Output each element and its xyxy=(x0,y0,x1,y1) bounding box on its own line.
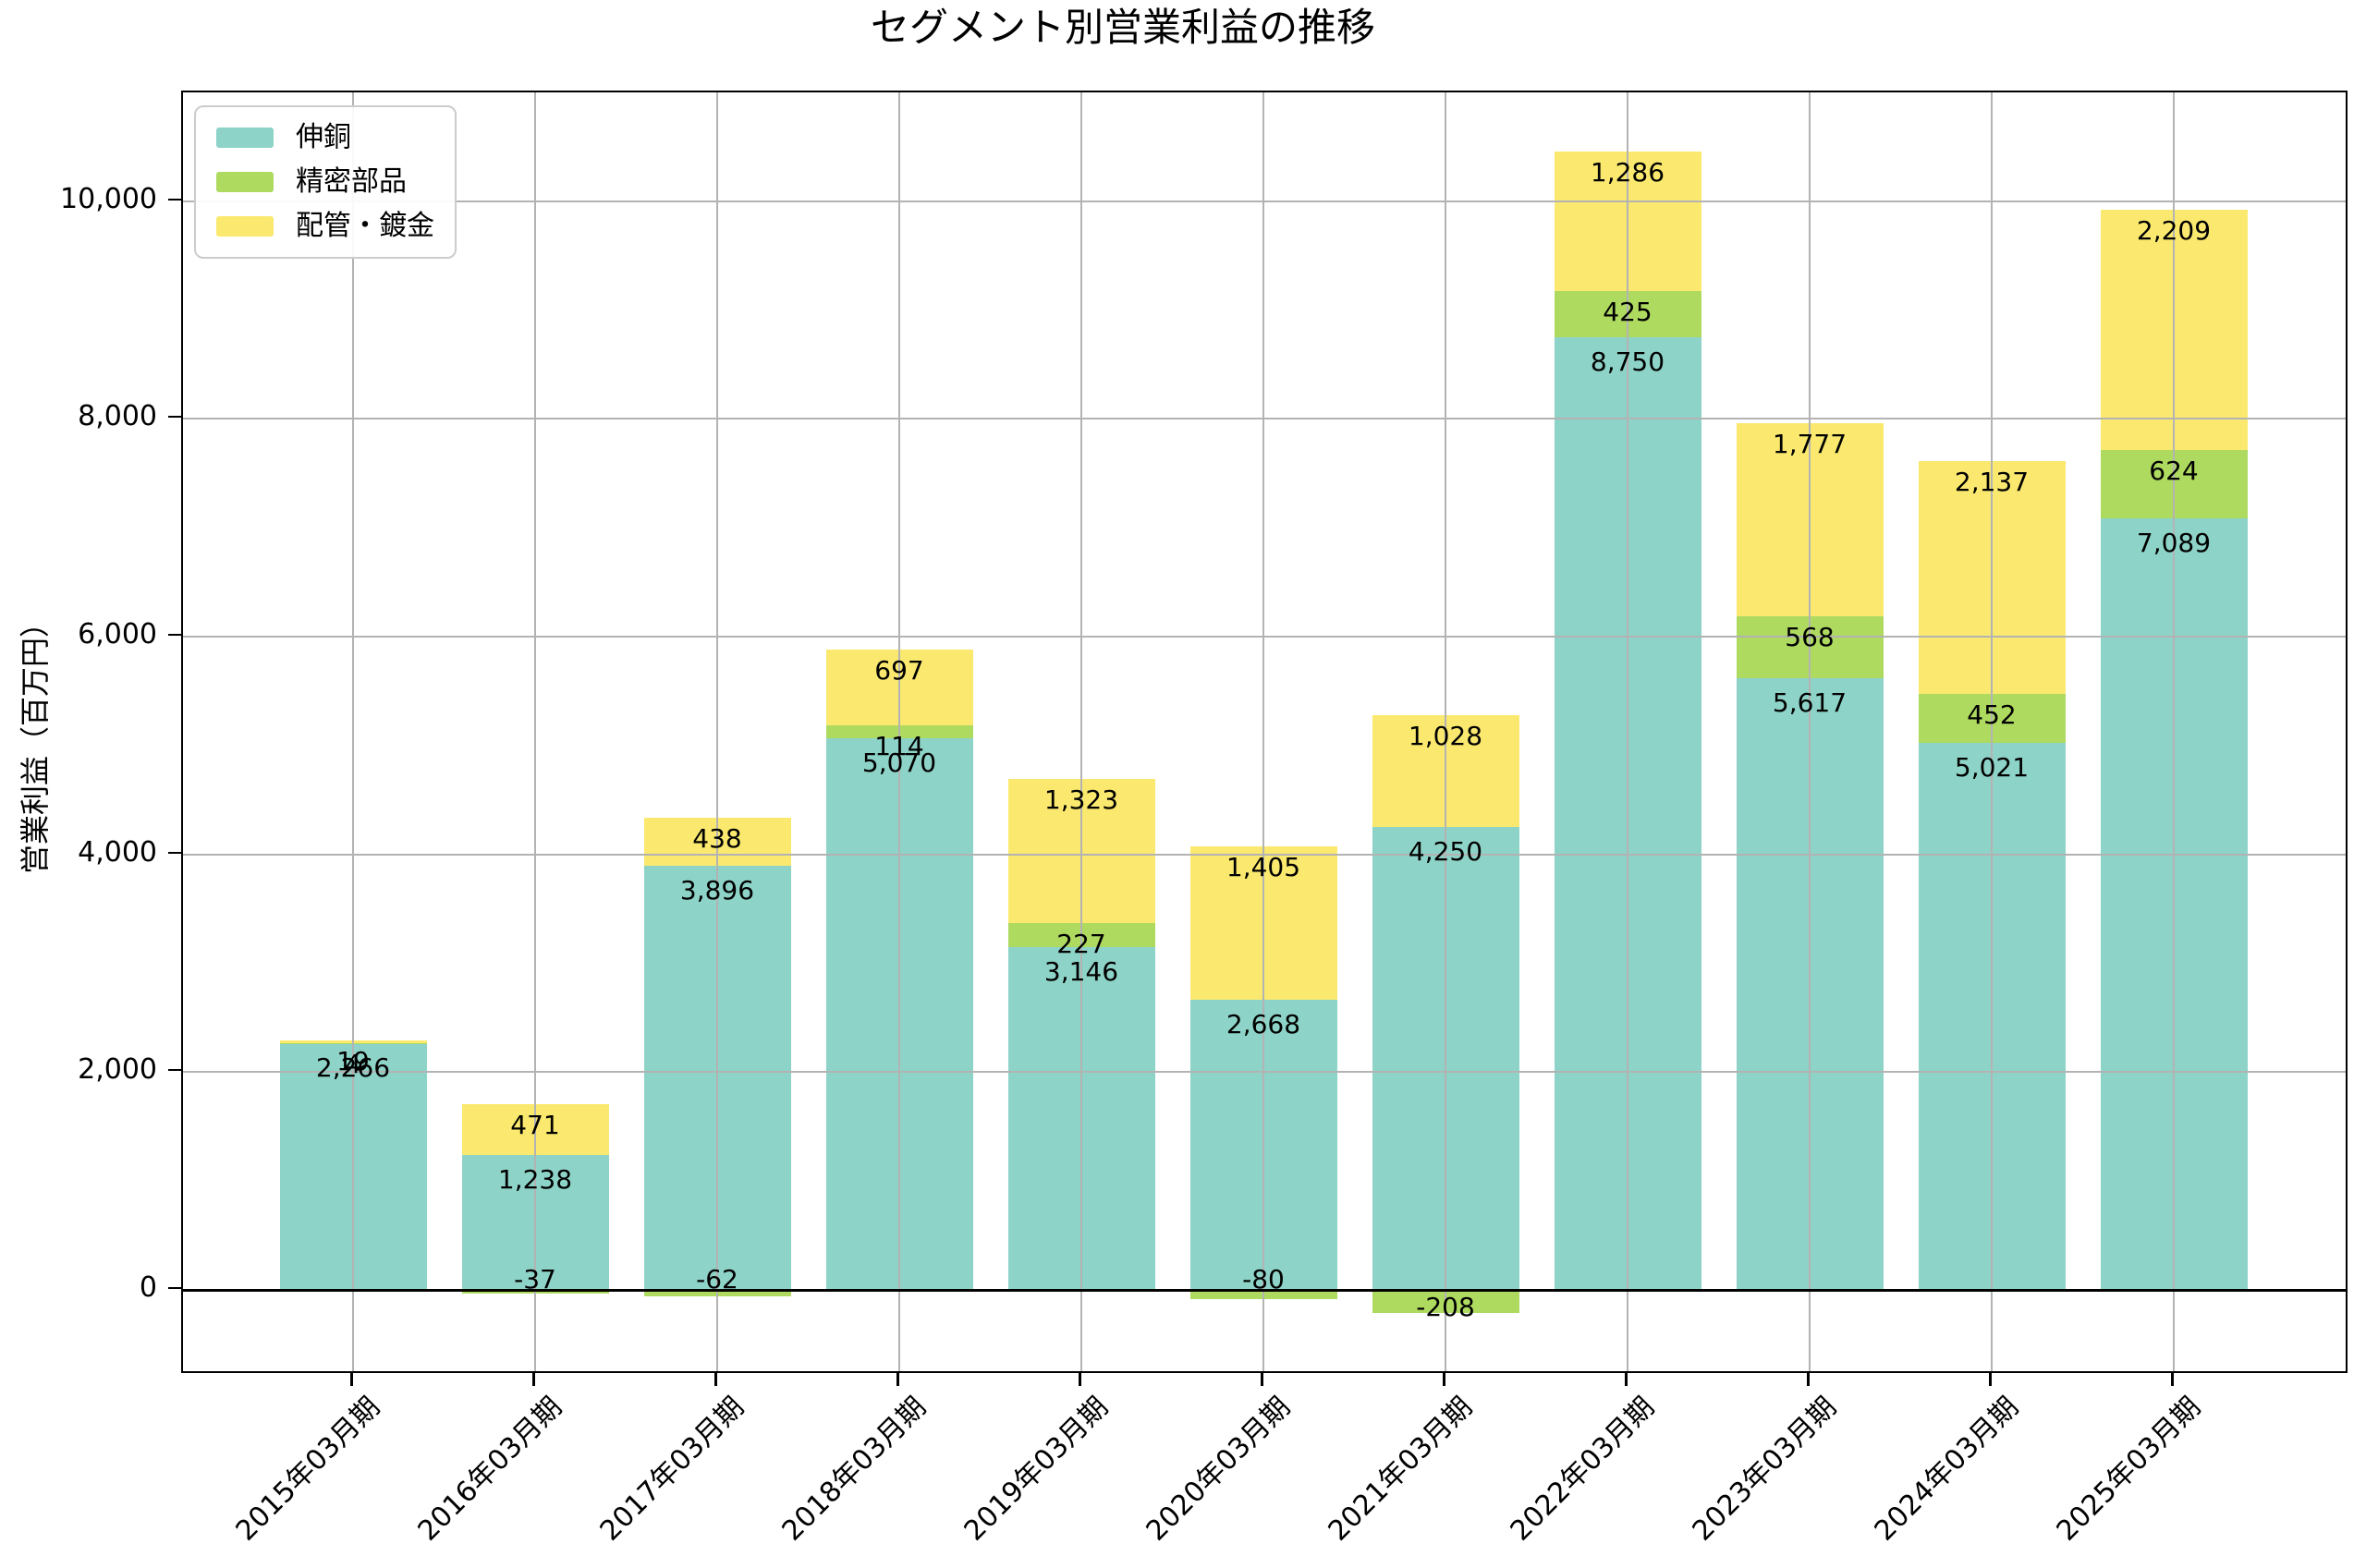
y-tick-label: 10,000 xyxy=(60,182,157,215)
bar-value-label: 697 xyxy=(874,655,924,687)
legend-item: 配管・鍍金 xyxy=(216,209,434,244)
bar-value-label: 4 xyxy=(345,1048,361,1079)
x-tick-mark xyxy=(349,1373,353,1386)
bar-value-label: 114 xyxy=(874,731,924,762)
legend-label: 精密部品 xyxy=(296,165,407,198)
h-gridline xyxy=(183,853,2346,856)
x-tick-mark xyxy=(713,1373,717,1386)
legend-label: 伸銅 xyxy=(296,121,351,153)
bar-value-label: 227 xyxy=(1056,928,1106,959)
bar-value-label: 3,896 xyxy=(679,875,755,906)
bar-value-label: 2,668 xyxy=(1226,1008,1301,1039)
v-gridline xyxy=(352,92,354,1371)
v-gridline xyxy=(716,92,718,1371)
legend-item: 精密部品 xyxy=(216,164,434,200)
h-gridline xyxy=(183,1071,2346,1074)
bar-value-label: 1,286 xyxy=(1590,156,1665,188)
bar-value-label: 1,405 xyxy=(1226,852,1301,883)
legend-swatch xyxy=(216,128,274,148)
bar-value-label: 2,209 xyxy=(2136,215,2212,247)
bar-value-label: 1,028 xyxy=(1408,721,1483,752)
x-tick-mark xyxy=(1624,1373,1628,1386)
y-tick-label: 6,000 xyxy=(78,618,157,651)
y-tick-mark xyxy=(168,634,181,637)
zero-line xyxy=(183,1288,2346,1292)
bar-value-label: -37 xyxy=(514,1264,556,1295)
v-gridline xyxy=(1080,92,1082,1371)
y-tick-label: 0 xyxy=(139,1271,157,1305)
v-gridline xyxy=(2173,92,2175,1371)
bar-value-label: 4,250 xyxy=(1408,836,1483,868)
bar-value-label: 7,089 xyxy=(2136,527,2212,558)
v-gridline xyxy=(534,92,536,1371)
bar-value-label: 471 xyxy=(510,1109,560,1140)
plot-area: 伸銅精密部品配管・鍍金 2,266 4 19 1,238 -37 471 3,896 -62 4… xyxy=(181,91,2348,1373)
bar-value-label: -80 xyxy=(1242,1264,1285,1295)
y-tick-label: 4,000 xyxy=(78,835,157,869)
v-gridline xyxy=(1991,92,1993,1371)
bar-value-label: 2,266 xyxy=(315,1052,391,1084)
x-tick-mark xyxy=(1988,1373,1992,1386)
bar-value-label: 3,146 xyxy=(1043,956,1119,988)
x-tick-label: 2015年03月期 xyxy=(229,1391,387,1548)
legend-swatch xyxy=(216,172,274,192)
v-gridline xyxy=(898,92,900,1371)
bar-value-label: -208 xyxy=(1416,1292,1475,1323)
v-gridline xyxy=(1627,92,1628,1371)
y-tick-mark xyxy=(168,198,181,201)
legend-item: 伸銅 xyxy=(216,120,434,155)
y-tick-mark xyxy=(168,1287,181,1290)
h-gridline xyxy=(183,636,2346,638)
bar-value-label: -62 xyxy=(696,1264,738,1295)
y-tick-mark xyxy=(168,1069,181,1072)
bar-value-label: 19 xyxy=(336,1046,370,1077)
bar-value-label: 5,617 xyxy=(1772,687,1848,719)
x-tick-mark xyxy=(1078,1373,1081,1386)
chart-title: セグメント別営業利益の推移 xyxy=(870,5,1375,50)
y-tick-label: 8,000 xyxy=(78,400,157,433)
legend-swatch xyxy=(216,216,274,237)
bar-value-label: 568 xyxy=(1785,622,1835,653)
bar-value-label: 8,750 xyxy=(1590,346,1665,378)
legend-label: 配管・鍍金 xyxy=(296,210,434,242)
bar-value-label: 5,021 xyxy=(1954,752,2030,784)
bar-value-label: 425 xyxy=(1603,297,1653,328)
bar-value-label: 452 xyxy=(1967,699,2017,731)
bar-value-label: 1,323 xyxy=(1043,784,1119,815)
v-gridline xyxy=(1809,92,1811,1371)
x-tick-mark xyxy=(2170,1373,2174,1386)
v-gridline xyxy=(1445,92,1446,1371)
bar-value-label: 1,777 xyxy=(1772,428,1848,459)
x-tick-mark xyxy=(1806,1373,1810,1386)
legend: 伸銅精密部品配管・鍍金 xyxy=(194,105,457,259)
bar-value-label: 5,070 xyxy=(861,747,937,778)
bar-value-label: 1,238 xyxy=(497,1164,573,1196)
bar-value-label: 624 xyxy=(2149,456,2199,487)
h-gridline xyxy=(183,200,2346,202)
x-tick-mark xyxy=(1260,1373,1263,1386)
h-gridline xyxy=(183,418,2346,420)
y-tick-mark xyxy=(168,416,181,419)
y-tick-mark xyxy=(168,851,181,854)
y-tick-label: 2,000 xyxy=(78,1053,157,1087)
x-tick-mark xyxy=(1442,1373,1445,1386)
x-tick-mark xyxy=(531,1373,535,1386)
v-gridline xyxy=(1262,92,1264,1371)
x-tick-mark xyxy=(896,1373,899,1386)
bar-value-label: 2,137 xyxy=(1954,467,2030,498)
bar-value-label: 438 xyxy=(692,823,742,855)
